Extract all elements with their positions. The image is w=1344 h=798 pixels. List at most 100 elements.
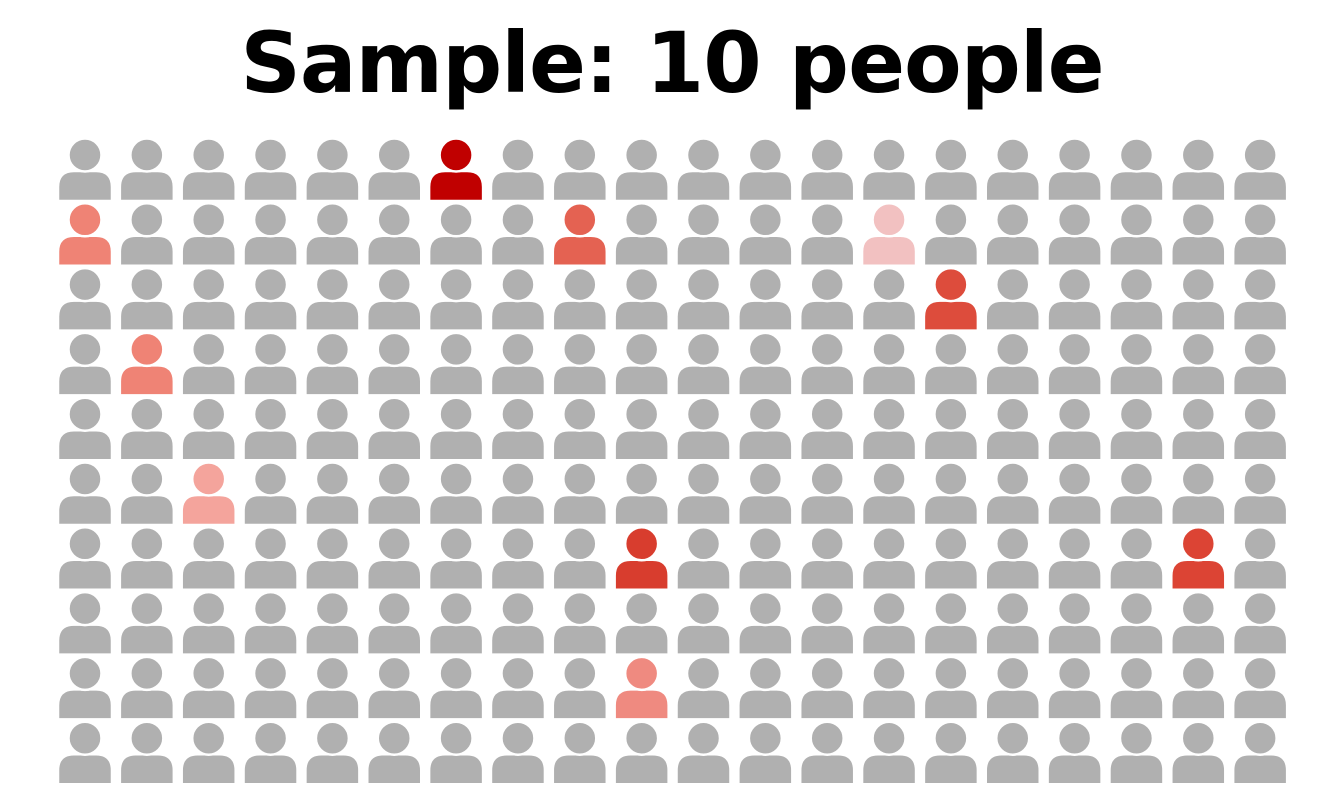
person-body [551, 688, 609, 721]
person-body [366, 688, 423, 721]
person-icon [180, 202, 237, 268]
person-icon [1170, 655, 1227, 721]
person-body [860, 493, 918, 527]
person-head [376, 526, 412, 562]
person-body [737, 364, 794, 397]
person-body [798, 428, 856, 462]
person-icon [489, 137, 547, 203]
person-head [500, 202, 536, 238]
person-body [551, 623, 609, 656]
person-head [438, 331, 474, 368]
person-body [798, 299, 856, 332]
person-head [995, 396, 1031, 432]
person-head [685, 202, 722, 238]
person-head [871, 202, 907, 238]
person-head [562, 137, 598, 173]
person-icon [984, 526, 1041, 592]
person-body [366, 428, 423, 462]
person-icon-highlighted [427, 137, 485, 203]
person-body [551, 299, 609, 332]
person-body [1170, 364, 1227, 397]
person-head [314, 396, 351, 432]
person-head [252, 396, 289, 432]
person-head [438, 720, 474, 756]
person-icon [984, 720, 1041, 786]
person-head [500, 590, 536, 627]
person-body [56, 623, 114, 656]
person-icon [118, 396, 176, 462]
person-body [366, 364, 423, 397]
person-body [737, 558, 794, 592]
person-icon [427, 655, 485, 721]
person-icon [737, 266, 794, 332]
person-head [252, 720, 289, 756]
person-head [67, 202, 103, 238]
person-head [129, 590, 165, 627]
person-body [118, 623, 176, 656]
person-body [1231, 428, 1289, 462]
person-icon [118, 461, 176, 527]
person-icon [304, 461, 361, 527]
person-head [438, 526, 474, 562]
person-head [933, 720, 969, 756]
person-icon [737, 590, 794, 656]
person-icon [798, 266, 856, 332]
person-icon [56, 720, 114, 786]
person-icon [427, 331, 485, 397]
person-body [180, 169, 237, 203]
person-head [190, 720, 227, 756]
person-head [933, 461, 969, 497]
person-icon [489, 590, 547, 656]
person-icon [1108, 526, 1165, 592]
person-head [747, 202, 784, 238]
person-body [675, 752, 732, 786]
person-icon [489, 331, 547, 397]
person-icon [1170, 461, 1227, 527]
person-icon [737, 202, 794, 268]
person-head [1180, 655, 1217, 692]
person-head [129, 655, 165, 692]
person-icon [304, 720, 361, 786]
person-icon [675, 266, 732, 332]
person-icon [1108, 590, 1165, 656]
person-head [562, 526, 598, 562]
person-head [1118, 331, 1155, 368]
person-head [1118, 526, 1155, 562]
person-body [675, 558, 732, 592]
person-head [1056, 590, 1093, 627]
person-icon [1108, 266, 1165, 332]
person-icon-highlighted [118, 331, 176, 397]
person-head [1118, 137, 1155, 173]
person-body [56, 364, 114, 397]
person-body [180, 623, 237, 656]
person-body [180, 364, 237, 397]
person-head [562, 655, 598, 692]
person-head [1118, 202, 1155, 238]
person-icon [860, 137, 918, 203]
person-body [675, 234, 732, 268]
person-icon [1046, 137, 1103, 203]
person-head [67, 137, 103, 173]
page-title: Sample: 10 people [240, 14, 1104, 112]
person-icon [1231, 137, 1289, 203]
person-icon [489, 526, 547, 592]
person-head [1242, 526, 1278, 562]
person-head [1056, 202, 1093, 238]
person-icon [304, 396, 361, 462]
person-icon [180, 655, 237, 721]
person-head [500, 655, 536, 692]
person-icon [366, 266, 423, 332]
person-head [500, 720, 536, 756]
person-head [933, 526, 969, 562]
person-body [551, 428, 609, 462]
person-body [180, 299, 237, 332]
person-body [1170, 169, 1227, 203]
person-icon [860, 396, 918, 462]
person-body [1231, 752, 1289, 786]
person-body [56, 299, 114, 332]
person-head [747, 137, 784, 173]
person-body [489, 428, 547, 462]
person-body [984, 428, 1041, 462]
person-head [190, 655, 227, 692]
